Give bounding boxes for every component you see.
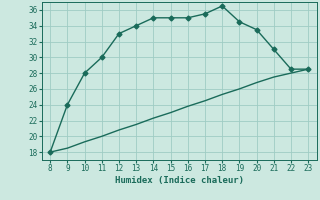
X-axis label: Humidex (Indice chaleur): Humidex (Indice chaleur) [115, 176, 244, 185]
